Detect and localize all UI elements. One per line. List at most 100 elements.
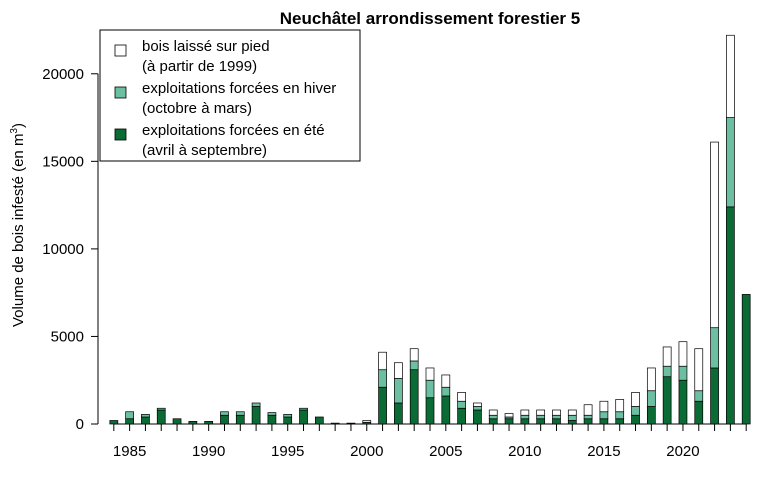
bar-segment <box>520 418 530 425</box>
bar-segment <box>394 362 403 379</box>
bar-segment <box>235 411 245 416</box>
bar-segment <box>694 390 704 402</box>
bar-segment <box>631 392 640 407</box>
x-tick-label: 2010 <box>508 443 541 460</box>
bar-segment <box>536 418 546 425</box>
bar-segment <box>473 402 482 407</box>
bar-segment <box>409 369 419 425</box>
bar-segment <box>457 407 466 425</box>
bar-segment <box>615 411 625 420</box>
y-tick-label: 15000 <box>42 153 84 170</box>
bar-segment <box>378 369 387 388</box>
bar-segment <box>552 414 561 420</box>
bars <box>109 34 751 425</box>
bar-segment <box>156 409 166 425</box>
y-axis-label-superscript: 3 <box>9 128 20 134</box>
bar-segment <box>204 421 214 425</box>
bar-segment <box>567 420 577 425</box>
legend-box <box>99 29 361 162</box>
bar-segment <box>583 418 593 425</box>
bar-segment <box>631 406 640 416</box>
bar-segment <box>425 367 435 381</box>
bar-segment <box>457 400 466 409</box>
bar-segment <box>552 418 561 425</box>
bar-segment <box>362 420 372 423</box>
y-tick-label: 0 <box>76 416 84 433</box>
bar-segment <box>504 418 514 425</box>
bar-segment <box>520 414 530 420</box>
bar-segment <box>235 414 245 425</box>
bar-segment <box>694 400 704 425</box>
bar-segment <box>646 390 656 407</box>
bar-segment <box>267 414 277 425</box>
bar-segment <box>536 414 546 420</box>
bar-segment <box>488 418 498 425</box>
legend-swatch <box>114 128 127 141</box>
legend-label: (à partir de 1999) <box>142 58 257 75</box>
bar-segment <box>346 422 356 424</box>
bar-segment <box>583 414 593 420</box>
bar-segment <box>156 407 166 411</box>
legend: bois laissé sur pied (à partir de 1999) ex… <box>99 29 361 162</box>
bar-segment <box>488 414 498 420</box>
bar-segment <box>283 416 293 425</box>
bar-segment <box>220 411 229 416</box>
y-tick-label: 10000 <box>42 241 84 258</box>
y-tick-label: 20000 <box>42 66 84 83</box>
bar-segment <box>125 418 134 425</box>
bar-segment <box>441 374 451 388</box>
y-axis-label-main: Volume de bois infesté (en m <box>10 134 27 327</box>
bar-segment <box>678 341 688 367</box>
bar-segment <box>504 413 514 418</box>
legend-label: exploitations forcées en hiver <box>142 80 336 97</box>
bar-segment <box>251 402 261 407</box>
bar-segment <box>710 327 719 369</box>
bar-segment <box>567 414 577 421</box>
legend-swatch <box>114 86 127 99</box>
legend-label: bois laissé sur pied <box>142 38 270 55</box>
bar-segment <box>172 418 182 425</box>
bar-segment <box>520 409 530 416</box>
bar-segment <box>473 406 482 411</box>
bar-segment <box>220 414 229 425</box>
y-tick-label: 5000 <box>51 328 84 345</box>
bar-segment <box>662 346 672 367</box>
bar-segment <box>125 411 134 420</box>
legend-label: (avril à septembre) <box>142 142 267 159</box>
bar-segment <box>726 206 735 425</box>
bar-segment <box>314 416 324 425</box>
bar-segment <box>615 399 625 413</box>
bar-segment <box>251 406 261 425</box>
bar-segment <box>726 117 735 208</box>
y-axis-label-suffix: ) <box>10 123 27 128</box>
bar-segment <box>646 406 656 425</box>
bar-segment <box>441 395 451 425</box>
bar-segment <box>646 367 656 392</box>
bar-segment <box>567 409 577 416</box>
bar-segment <box>726 34 735 118</box>
bar-segment <box>141 414 150 418</box>
bar-segment <box>330 422 340 425</box>
bar-segment <box>299 409 308 425</box>
x-tick-label: 1990 <box>192 443 225 460</box>
bar-segment <box>378 386 387 425</box>
bar-segment <box>583 404 593 416</box>
x-tick-label: 2000 <box>350 443 383 460</box>
bar-segment <box>536 409 546 416</box>
bar-segment <box>299 407 308 411</box>
bar-segment <box>425 379 435 399</box>
bar-segment <box>710 367 719 425</box>
legend-label: exploitations forcées en été <box>142 122 325 139</box>
bar-segment <box>267 412 277 416</box>
chart-title: Neuchâtel arrondissement forestier 5 <box>280 9 580 28</box>
bar-segment <box>552 409 561 416</box>
bar-segment <box>141 416 150 425</box>
x-tick-label: 1995 <box>271 443 304 460</box>
bar-segment <box>615 418 625 425</box>
bar-segment <box>710 141 719 329</box>
bar-segment <box>394 378 403 404</box>
bar-segment <box>473 409 482 425</box>
bar-segment <box>599 411 609 420</box>
bar-segment <box>409 348 419 362</box>
